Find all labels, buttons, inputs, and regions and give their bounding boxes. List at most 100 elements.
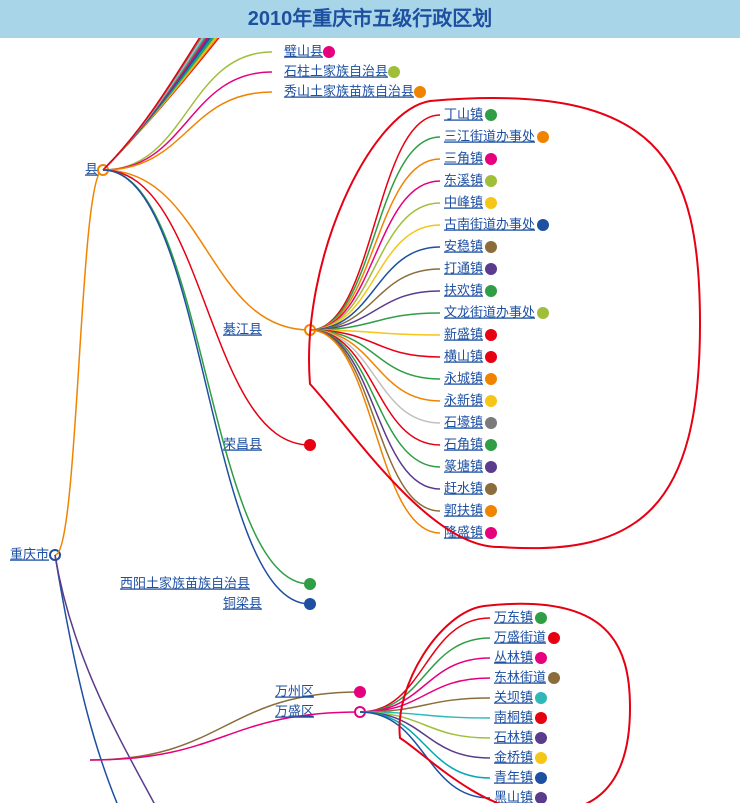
town-dot — [535, 772, 547, 784]
town-dot — [537, 219, 549, 231]
edge — [310, 330, 440, 533]
rongchang-label[interactable]: 荣昌县 — [223, 436, 262, 451]
town-label[interactable]: 新盛镇 — [444, 326, 483, 341]
town-dot — [485, 417, 497, 429]
edge — [103, 38, 261, 170]
edge — [55, 555, 135, 803]
town-label[interactable]: 南桐镇 — [494, 709, 533, 724]
town-dot — [485, 175, 497, 187]
edge — [310, 181, 440, 330]
town-label[interactable]: 东溪镇 — [444, 172, 483, 187]
town-label[interactable]: 石角镇 — [444, 436, 483, 451]
town-dot — [485, 329, 497, 341]
town-label[interactable]: 石壕镇 — [444, 414, 483, 429]
page-title: 2010年重庆市五级行政区划 — [0, 0, 740, 38]
town-label[interactable]: 赶水镇 — [444, 480, 483, 495]
town-dot — [548, 672, 560, 684]
edge — [103, 38, 247, 170]
edge — [103, 38, 253, 170]
town-label[interactable]: 石林镇 — [494, 729, 533, 744]
town-label[interactable]: 文龙街道办事处 — [444, 304, 535, 319]
youyang-node — [304, 578, 316, 590]
town-label[interactable]: 打通镇 — [444, 260, 483, 275]
edge — [103, 72, 272, 170]
edge — [103, 38, 249, 170]
town-dot — [485, 527, 497, 539]
town-label[interactable]: 黑山镇 — [494, 789, 533, 803]
town-label[interactable]: 古南街道办事处 — [444, 216, 535, 231]
town-label[interactable]: 三角镇 — [444, 150, 483, 165]
town-label[interactable]: 永城镇 — [444, 370, 483, 385]
edge — [360, 712, 490, 778]
town-label[interactable]: 横山镇 — [444, 348, 483, 363]
edge — [310, 115, 440, 330]
edge — [103, 170, 310, 445]
town-dot — [537, 131, 549, 143]
county-dot — [323, 46, 335, 58]
town-label[interactable]: 东林街道 — [494, 669, 546, 684]
edge — [55, 555, 175, 803]
edge — [103, 38, 259, 170]
town-dot — [535, 732, 547, 744]
town-label[interactable]: 扶欢镇 — [444, 282, 483, 297]
town-label[interactable]: 金桥镇 — [494, 749, 533, 764]
county-label[interactable]: 石柱土家族自治县 — [284, 63, 388, 78]
town-dot — [485, 483, 497, 495]
town-label[interactable]: 郭扶镇 — [444, 502, 483, 517]
town-dot — [485, 461, 497, 473]
edge — [103, 170, 310, 584]
town-dot — [535, 612, 547, 624]
edge — [360, 712, 490, 758]
town-dot — [535, 792, 547, 803]
town-dot — [485, 439, 497, 451]
town-label[interactable]: 万东镇 — [494, 609, 533, 624]
edge — [360, 638, 490, 712]
root-label[interactable]: 重庆市 — [10, 546, 49, 561]
town-dot — [485, 109, 497, 121]
town-label[interactable]: 三江街道办事处 — [444, 128, 535, 143]
rongchang-node — [304, 439, 316, 451]
tongliang-label[interactable]: 铜梁县 — [223, 595, 262, 610]
town-label[interactable]: 关坝镇 — [494, 689, 533, 704]
edge — [103, 38, 241, 170]
edge — [310, 137, 440, 330]
town-dot — [485, 197, 497, 209]
edge — [310, 247, 440, 330]
town-label[interactable]: 丛林镇 — [494, 649, 533, 664]
tongliang-node — [304, 598, 316, 610]
edge — [103, 38, 263, 170]
edge — [90, 712, 360, 760]
town-dot — [485, 395, 497, 407]
youyang-label[interactable]: 西阳土家族苗族自治县 — [120, 575, 250, 590]
town-dot — [485, 263, 497, 275]
town-dot — [537, 307, 549, 319]
edge — [90, 692, 360, 760]
edge — [103, 92, 272, 170]
town-label[interactable]: 万盛街道 — [494, 629, 546, 644]
county-label[interactable]: 秀山土家族苗族自治县 — [284, 83, 414, 98]
wansheng-label[interactable]: 万盛区 — [275, 703, 314, 718]
town-dot — [535, 752, 547, 764]
wanzhou-label[interactable]: 万州区 — [275, 683, 314, 698]
edge — [310, 330, 440, 401]
edge — [360, 678, 490, 712]
tree-diagram: 重庆市 县 璧山县石柱土家族自治县秀山土家族苗族自治县綦江县荣昌县西阳土家族苗族自治… — [0, 38, 740, 803]
town-label[interactable]: 安稳镇 — [444, 238, 483, 253]
town-dot — [548, 632, 560, 644]
town-label[interactable]: 永新镇 — [444, 392, 483, 407]
county-hub-label[interactable]: 县 — [85, 161, 98, 176]
edge — [103, 38, 257, 170]
county-label[interactable]: 璧山县 — [284, 43, 323, 58]
town-label[interactable]: 中峰镇 — [444, 194, 483, 209]
edge — [103, 38, 255, 170]
town-label[interactable]: 篆塘镇 — [444, 458, 483, 473]
town-label[interactable]: 丁山镇 — [444, 106, 483, 121]
town-dot — [535, 712, 547, 724]
town-label[interactable]: 青年镇 — [494, 769, 533, 784]
town-dot — [485, 153, 497, 165]
edge — [310, 159, 440, 330]
qijiang-label[interactable]: 綦江县 — [223, 321, 262, 336]
edge — [103, 38, 239, 170]
edge — [310, 330, 440, 445]
edge — [103, 170, 310, 604]
